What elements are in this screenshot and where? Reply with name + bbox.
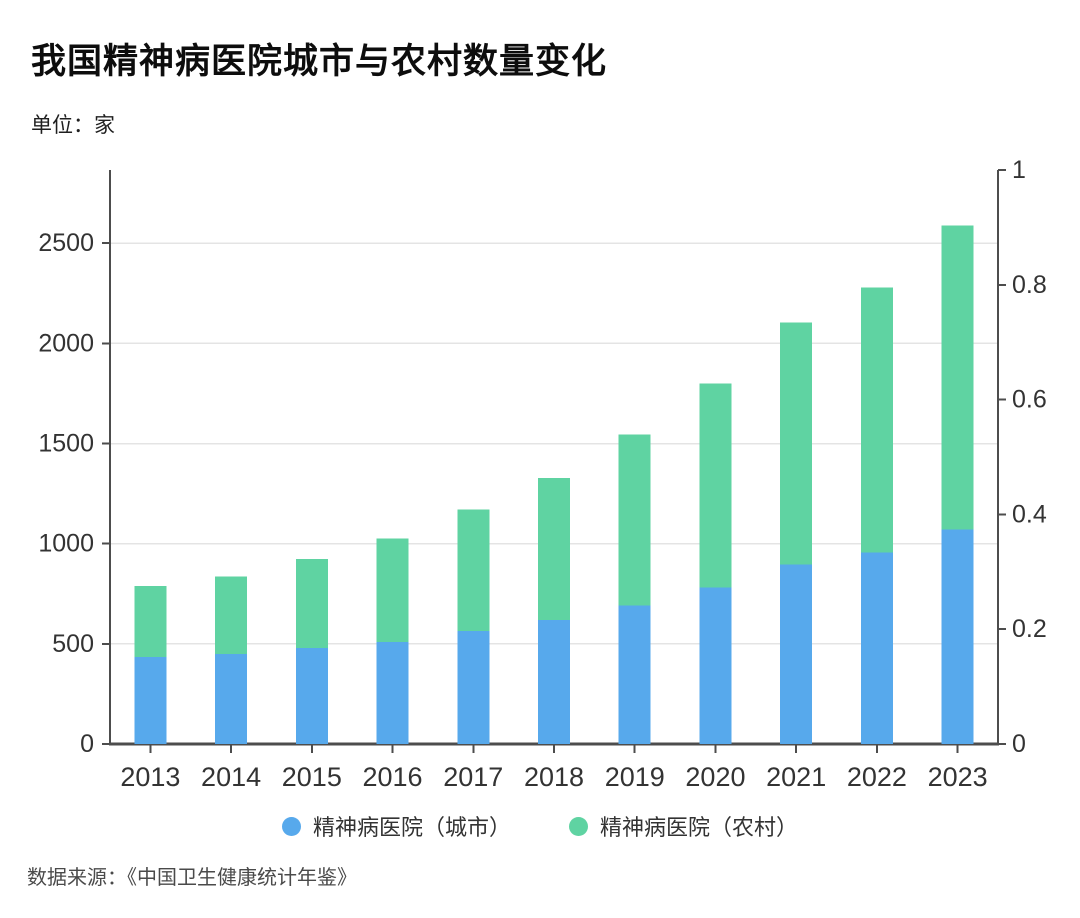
legend-item-rural: 精神病医院（农村） (569, 810, 798, 842)
chart-title: 我国精神病医院城市与农村数量变化 (31, 42, 608, 81)
legend-label-city: 精神病医院（城市） (312, 815, 511, 840)
x-axis-label-2019: 2019 (605, 762, 665, 792)
bar-city-2018 (538, 620, 570, 744)
x-axis-label-2023: 2023 (928, 762, 988, 792)
bar-city-2016 (376, 641, 409, 744)
right-axis-label-0.6: 0.6 (1012, 386, 1047, 414)
x-axis-label-2016: 2016 (363, 762, 423, 792)
bar-rural-2020 (699, 383, 732, 588)
legend: 精神病医院（城市） 精神病医院（农村） (0, 810, 1080, 842)
bar-city-2022 (860, 552, 893, 744)
data-source: 数据来源：《中国卫生健康统计年鉴》 (27, 867, 357, 889)
bar-rural-2016 (376, 538, 409, 642)
left-axis-label-0: 0 (80, 730, 94, 758)
right-axis-label-0.8: 0.8 (1012, 271, 1047, 299)
bar-rural-2021 (780, 322, 813, 565)
right-axis-label-0.4: 0.4 (1012, 500, 1047, 528)
bar-rural-2022 (860, 287, 893, 553)
x-axis-label-2020: 2020 (685, 762, 745, 792)
bar-city-2013 (134, 656, 167, 744)
legend-label-rural: 精神病医院（农村） (600, 815, 799, 840)
left-axis-label-1000: 1000 (38, 530, 94, 558)
bar-rural-2018 (538, 477, 570, 621)
right-axis-label-0: 0 (1012, 730, 1026, 758)
left-axis-label-1500: 1500 (38, 430, 94, 458)
x-axis-label-2013: 2013 (120, 762, 180, 792)
bar-rural-2014 (215, 576, 248, 654)
bar-city-2021 (780, 564, 813, 744)
bar-city-2015 (295, 647, 328, 744)
left-axis-label-2000: 2000 (38, 329, 94, 357)
bar-city-2020 (699, 587, 732, 744)
right-axis-label-1: 1 (1012, 156, 1026, 184)
bar-city-2023 (941, 529, 974, 744)
bar-rural-2019 (618, 434, 651, 606)
x-axis-label-2014: 2014 (201, 762, 261, 792)
left-axis-label-500: 500 (52, 630, 94, 658)
x-axis-label-2018: 2018 (524, 762, 584, 792)
bar-rural-2013 (134, 585, 167, 657)
right-axis-label-0.2: 0.2 (1012, 615, 1047, 643)
rural-series-dot-icon (569, 816, 588, 836)
unit-label: 单位：家 (31, 114, 115, 137)
bar-city-2019 (618, 605, 651, 744)
bar-city-2017 (457, 630, 490, 744)
legend-item-city: 精神病医院（城市） (281, 810, 511, 842)
x-axis-label-2022: 2022 (847, 762, 907, 792)
left-axis-label-2500: 2500 (38, 229, 94, 257)
bar-rural-2017 (457, 509, 490, 631)
bar-city-2014 (215, 653, 248, 744)
city-series-dot-icon (281, 816, 301, 836)
bar-rural-2023 (941, 225, 974, 530)
x-axis-label-2017: 2017 (443, 762, 503, 792)
x-axis-label-2021: 2021 (766, 762, 826, 792)
bar-rural-2015 (295, 558, 328, 648)
x-axis-label-2015: 2015 (282, 762, 342, 792)
